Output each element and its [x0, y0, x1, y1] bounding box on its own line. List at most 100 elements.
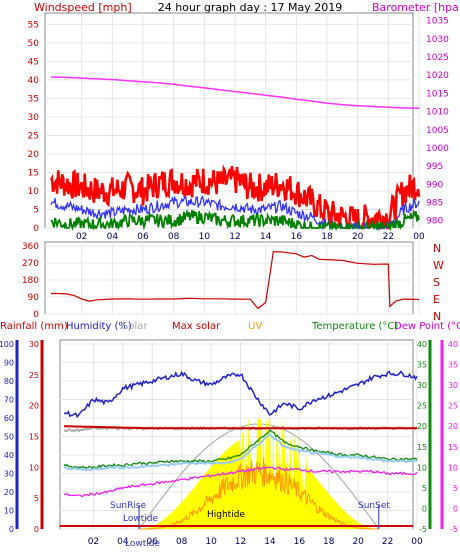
humidity-tick-label: 40	[4, 451, 14, 460]
temperature-tick-label: 10	[417, 463, 427, 472]
lower-series-rain-line	[63, 425, 417, 430]
rainfall-tick-label: 10	[29, 463, 39, 472]
lower-series-humidity	[63, 370, 418, 419]
humidity-tick-label: 30	[4, 470, 14, 479]
rainfall-tick-label: 30	[29, 340, 39, 349]
dew-point-tick-label: 35	[448, 361, 458, 370]
wind-x-tick-label: 08	[168, 232, 180, 242]
barometer-tick-label: 1005	[426, 126, 449, 136]
wind-x-tick-label: 00	[413, 232, 425, 242]
wind-tick-label: 25	[28, 131, 39, 141]
humidity-tick-label: 70	[4, 396, 14, 405]
chart-title: 24 hour graph day : 17 May 2019	[158, 1, 343, 14]
direction-compass-label: N	[433, 242, 441, 255]
lower-x-tick-label: 10	[205, 537, 217, 547]
temperature-tick-label: 35	[417, 361, 427, 370]
direction-tick-label: 0	[33, 310, 39, 320]
max-solar-label: Max solar	[172, 321, 221, 332]
direction-compass-label: N	[433, 310, 441, 323]
humidity-axis-title: Humidity (%)	[66, 321, 132, 332]
sunset-annotation: SunSet	[358, 501, 390, 511]
barometer-tick-label: 1000	[426, 144, 449, 154]
dew-point-tick-label: 0	[453, 504, 458, 513]
barometer-tick-label: 995	[426, 162, 443, 172]
direction-tick-label: 270	[22, 259, 39, 269]
wind-x-tick-label: 16	[291, 232, 303, 242]
temperature-tick-label: 20	[417, 422, 427, 431]
lower-x-tick-label: 08	[176, 537, 188, 547]
dew-point-tick-label: 5	[453, 484, 458, 493]
humidity-tick-label: 20	[4, 488, 14, 497]
wind-x-tick-label: 22	[383, 232, 394, 242]
humidity-tick-label: 0	[9, 525, 14, 534]
wind-series-gust	[49, 163, 421, 230]
lower-x-tick-label: 04	[117, 537, 129, 547]
solar-area	[139, 419, 379, 529]
barometer-tick-label: 1030	[426, 35, 449, 45]
wind-x-tick-label: 04	[107, 232, 119, 242]
wind-x-tick-label: 02	[76, 232, 87, 242]
temperature-axis-title: Temperature (°C)	[311, 321, 398, 332]
wind-x-tick-label: 10	[199, 232, 211, 242]
wind-tick-label: 55	[28, 20, 39, 30]
barometer-tick-label: 980	[426, 217, 443, 227]
wind-tick-label: 35	[28, 94, 39, 104]
dew-point-tick-label: 30	[448, 381, 458, 390]
dew-point-tick-label: 20	[448, 422, 458, 431]
direction-tick-label: 360	[22, 242, 39, 252]
temperature-tick-label: -5	[419, 525, 427, 534]
solar-label: Solar	[122, 321, 148, 332]
dew-point-tick-label: -5	[450, 525, 458, 534]
barometer-series	[50, 76, 420, 110]
sunrise-annotation: SunRise	[110, 501, 147, 511]
rainfall-tick-label: 25	[29, 371, 39, 380]
rainfall-tick-label: 15	[29, 433, 39, 442]
rainfall-tick-label: 20	[29, 402, 39, 411]
barometer-tick-label: 985	[426, 199, 443, 209]
lower-x-tick-label: 14	[264, 537, 276, 547]
temperature-tick-label: 40	[417, 340, 427, 349]
barometer-tick-label: 1015	[426, 89, 449, 99]
wind-tick-label: 40	[28, 76, 40, 86]
wind-tick-label: 30	[28, 113, 40, 123]
wind-x-tick-label: 06	[137, 232, 149, 242]
humidity-tick-label: 80	[4, 377, 14, 386]
dew-point-axis-title: Dew Point (°C)	[394, 321, 460, 332]
humidity-tick-label: 90	[4, 359, 14, 368]
wind-tick-label: 50	[28, 39, 40, 49]
rainfall-tick-label: 0	[34, 525, 39, 534]
lower-x-tick-label: 00	[411, 537, 423, 547]
lower-x-tick-label: 20	[352, 537, 364, 547]
dew-point-tick-label: 15	[448, 443, 458, 452]
wind-x-tick-label: 20	[352, 232, 364, 242]
lower-x-tick-label: 18	[323, 537, 335, 547]
barometer-tick-label: 1010	[426, 108, 449, 118]
dew-point-tick-label: 10	[448, 463, 458, 472]
barometer-tick-label: 1025	[426, 53, 449, 63]
wind-tick-label: 5	[33, 205, 39, 215]
axis-layer: 0510152025303540455055980985990995100010…	[0, 17, 458, 547]
wind-tick-label: 45	[28, 57, 39, 67]
humidity-tick-label: 60	[4, 414, 14, 423]
lower-series-humidity-low	[63, 433, 418, 472]
temperature-tick-label: 30	[417, 381, 427, 390]
uv-series	[139, 457, 379, 530]
uv-label: UV	[248, 321, 262, 332]
humidity-tick-label: 50	[4, 433, 14, 442]
barometer-axis-title: Barometer [hpa]	[372, 1, 460, 14]
lower-x-tick-label: 02	[88, 537, 99, 547]
direction-series	[51, 251, 420, 310]
lower-x-tick-label: 06	[147, 537, 159, 547]
rainfall-axis-title: Rainfall (mm)	[0, 321, 68, 332]
temperature-tick-label: 0	[422, 504, 427, 513]
barometer-tick-label: 990	[426, 180, 443, 190]
lowtide-annotation-2: Lowtide	[125, 539, 160, 549]
temperature-tick-label: 25	[417, 402, 427, 411]
wind-x-tick-label: 14	[260, 232, 272, 242]
temperature-tick-label: 5	[422, 484, 427, 493]
barometer-tick-label: 1035	[426, 17, 449, 27]
direction-compass-label: E	[433, 293, 440, 306]
wind-tick-label: 10	[28, 187, 40, 197]
barometer-tick-label: 1020	[426, 71, 449, 81]
